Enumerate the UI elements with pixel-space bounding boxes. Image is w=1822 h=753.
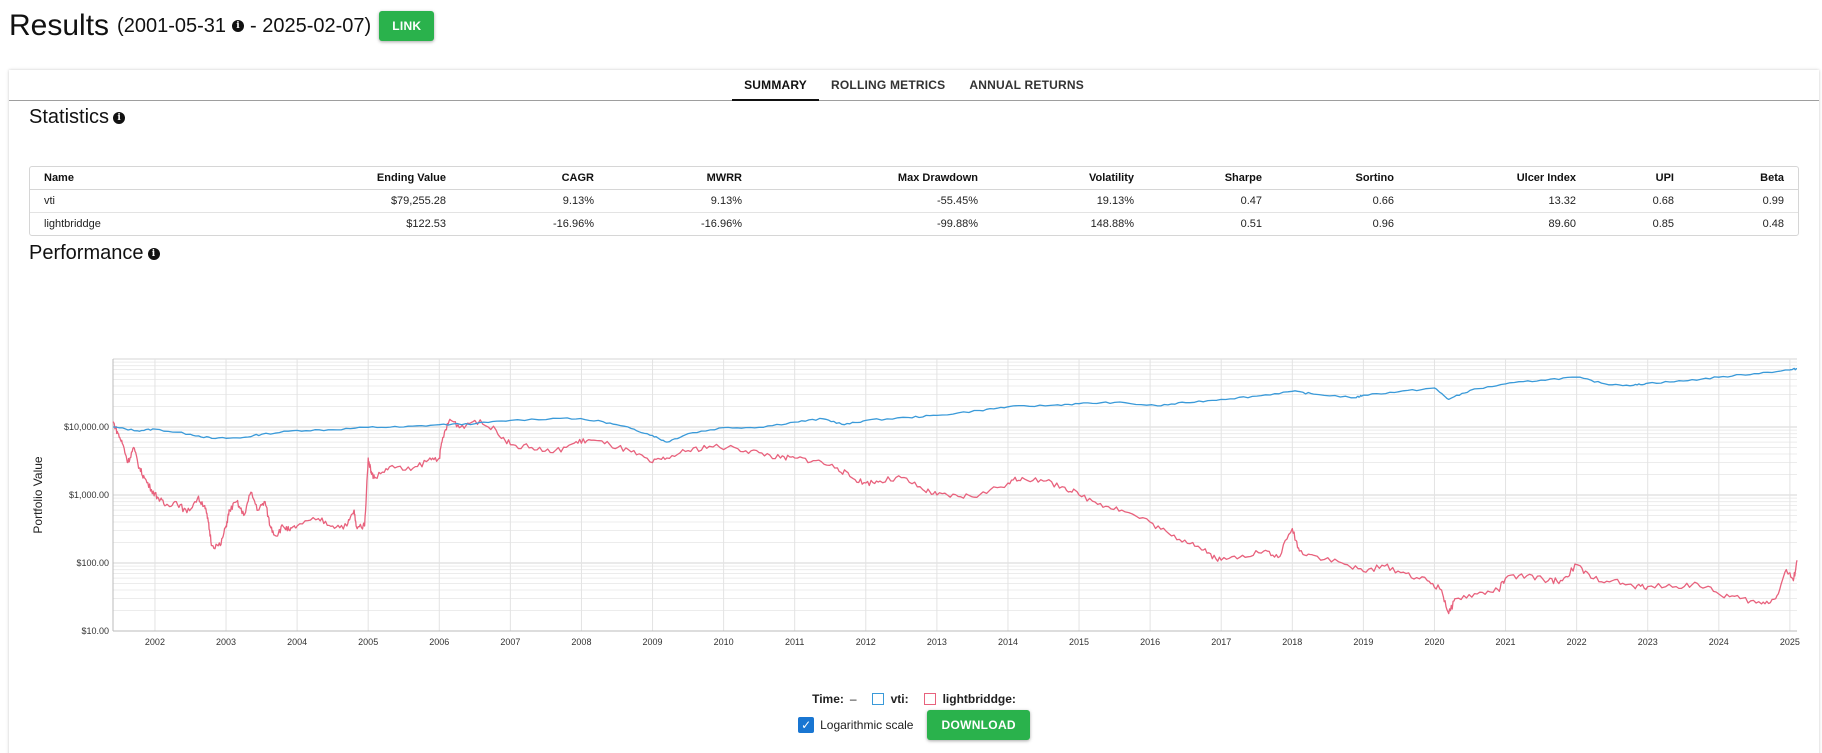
cell-cagr: -16.96% (460, 211, 608, 235)
table-row: lightbriddge $122.53 -16.96% -16.96% -99… (30, 211, 1798, 235)
col-cagr[interactable]: CAGR (460, 167, 608, 190)
statistics-table: Name Ending Value CAGR MWRR Max Drawdown… (29, 166, 1799, 236)
col-sortino[interactable]: Sortino (1276, 167, 1408, 190)
cell-max-drawdown: -99.88% (756, 211, 992, 235)
legend-label-lightbriddge[interactable]: lightbriddge: (942, 692, 1016, 706)
x-tick-label: 2024 (1709, 637, 1729, 647)
x-tick-label: 2020 (1424, 637, 1444, 647)
col-name[interactable]: Name (30, 167, 180, 190)
table-row: vti $79,255.28 9.13% 9.13% -55.45% 19.13… (30, 189, 1798, 212)
tab-annual-returns[interactable]: ANNUAL RETURNS (969, 78, 1084, 92)
performance-chart[interactable]: $10.00 $100.00 $1,000.00 $10,000.00 2002 2003… (9, 325, 1819, 753)
col-beta[interactable]: Beta (1688, 167, 1798, 190)
x-tick-label: 2005 (358, 637, 378, 647)
col-mwrr[interactable]: MWRR (608, 167, 756, 190)
col-ending-value[interactable]: Ending Value (180, 167, 460, 190)
cell-sharpe: 0.47 (1240, 194, 1262, 207)
x-tick-label: 2021 (1496, 637, 1516, 647)
x-tick-label: 2008 (571, 637, 591, 647)
x-tick-label: 2016 (1140, 637, 1160, 647)
x-tick-label: 2003 (216, 637, 236, 647)
col-upi[interactable]: UPI (1590, 167, 1688, 190)
x-tick-label: 2022 (1567, 637, 1587, 647)
cell-mwrr: -16.96% (608, 211, 756, 235)
cell-beta: 0.48 (1688, 211, 1798, 235)
download-button[interactable]: DOWNLOAD (927, 710, 1030, 740)
cell-volatility: 19.13% (1096, 194, 1134, 207)
cell-ulcer-index: 13.32 (1548, 194, 1576, 207)
results-card: SUMMARY ROLLING METRICS ANNUAL RETURNS S… (9, 70, 1819, 753)
y-axis-label: Portfolio Value (31, 456, 45, 533)
tab-rolling-metrics[interactable]: ROLLING METRICS (831, 78, 946, 92)
x-tick-label: 2004 (287, 637, 307, 647)
cell-upi: 0.85 (1590, 211, 1688, 235)
cell-sortino: 0.96 (1276, 211, 1408, 235)
x-tick-label: 2019 (1353, 637, 1373, 647)
cell-beta: 0.99 (1762, 194, 1784, 207)
legend-swatch-vti[interactable] (871, 693, 884, 705)
performance-heading: Performance i (29, 242, 166, 265)
chart-controls: ✓ Logarithmic scale DOWNLOAD (9, 710, 1819, 740)
cell-mwrr: 9.13% (710, 194, 742, 207)
cell-cagr: 9.13% (562, 194, 594, 207)
results-header: Results (2001-05-31 i - 2025-02-07) LINK (9, 8, 435, 44)
chart-legend: Time: – vti: lightbriddge: (9, 692, 1819, 706)
y-tick-label: $10,000.00 (64, 422, 109, 432)
x-tick-label: 2011 (785, 637, 804, 647)
y-tick-label: $1,000.00 (69, 490, 109, 500)
tab-bar: SUMMARY ROLLING METRICS ANNUAL RETURNS (9, 70, 1819, 101)
legend-swatch-lightbriddge[interactable] (923, 693, 936, 705)
performance-title: Performance (29, 242, 144, 264)
x-tick-label: 2009 (643, 637, 663, 647)
cell-ending-value: $122.53 (180, 211, 460, 235)
cell-name: vti (44, 194, 55, 207)
date-range: (2001-05-31 i - 2025-02-07) (117, 15, 371, 38)
x-tick-label: 2023 (1638, 637, 1658, 647)
x-tick-label: 2012 (856, 637, 876, 647)
info-icon[interactable]: i (232, 20, 245, 32)
col-volatility[interactable]: Volatility (992, 167, 1148, 190)
x-tick-label: 2002 (145, 637, 165, 647)
col-max-drawdown[interactable]: Max Drawdown (756, 167, 992, 190)
log-scale-checkbox[interactable]: ✓ (798, 717, 815, 733)
cell-volatility: 148.88% (992, 211, 1148, 235)
cell-sharpe: 0.51 (1148, 211, 1276, 235)
performance-info-icon[interactable]: i (147, 247, 160, 260)
series-line-vti (112, 367, 1798, 443)
x-tick-label: 2014 (998, 637, 1018, 647)
x-tick-label: 2025 (1780, 637, 1800, 647)
page-title: Results (9, 9, 110, 42)
legend-label-vti[interactable]: vti: (890, 692, 909, 706)
tab-summary[interactable]: SUMMARY (732, 70, 820, 101)
date-range-end: - 2025-02-07) (250, 14, 372, 37)
legend-time-value: – (849, 692, 857, 706)
y-tick-label: $10.00 (81, 626, 109, 636)
table-header-row: Name Ending Value CAGR MWRR Max Drawdown… (30, 167, 1798, 190)
x-tick-label: 2013 (927, 637, 947, 647)
date-range-start: (2001-05-31 (117, 14, 227, 37)
x-tick-label: 2015 (1069, 637, 1089, 647)
cell-name: lightbriddge (30, 211, 180, 235)
series-line-lightbriddge (112, 418, 1798, 615)
x-tick-label: 2010 (714, 637, 734, 647)
x-tick-label: 2006 (429, 637, 449, 647)
statistics-title: Statistics (29, 106, 110, 128)
y-tick-label: $100.00 (76, 558, 109, 568)
link-button[interactable]: LINK (379, 11, 435, 41)
x-tick-label: 2017 (1211, 637, 1231, 647)
legend-time-label: Time: (812, 692, 844, 706)
x-tick-label: 2018 (1282, 637, 1302, 647)
cell-ending-value: $79,255.28 (390, 194, 446, 207)
cell-ulcer-index: 89.60 (1408, 211, 1590, 235)
statistics-heading: Statistics i (29, 106, 131, 129)
log-scale-label[interactable]: Logarithmic scale (820, 718, 914, 732)
performance-chart-svg[interactable]: $10.00 $100.00 $1,000.00 $10,000.00 2002 2003… (9, 325, 1819, 685)
col-sharpe[interactable]: Sharpe (1148, 167, 1276, 190)
x-tick-label: 2007 (500, 637, 520, 647)
cell-max-drawdown: -55.45% (937, 194, 978, 207)
cell-upi: 0.68 (1652, 194, 1674, 207)
statistics-info-icon[interactable]: i (113, 111, 126, 124)
col-ulcer-index[interactable]: Ulcer Index (1408, 167, 1590, 190)
cell-sortino: 0.66 (1372, 194, 1394, 207)
